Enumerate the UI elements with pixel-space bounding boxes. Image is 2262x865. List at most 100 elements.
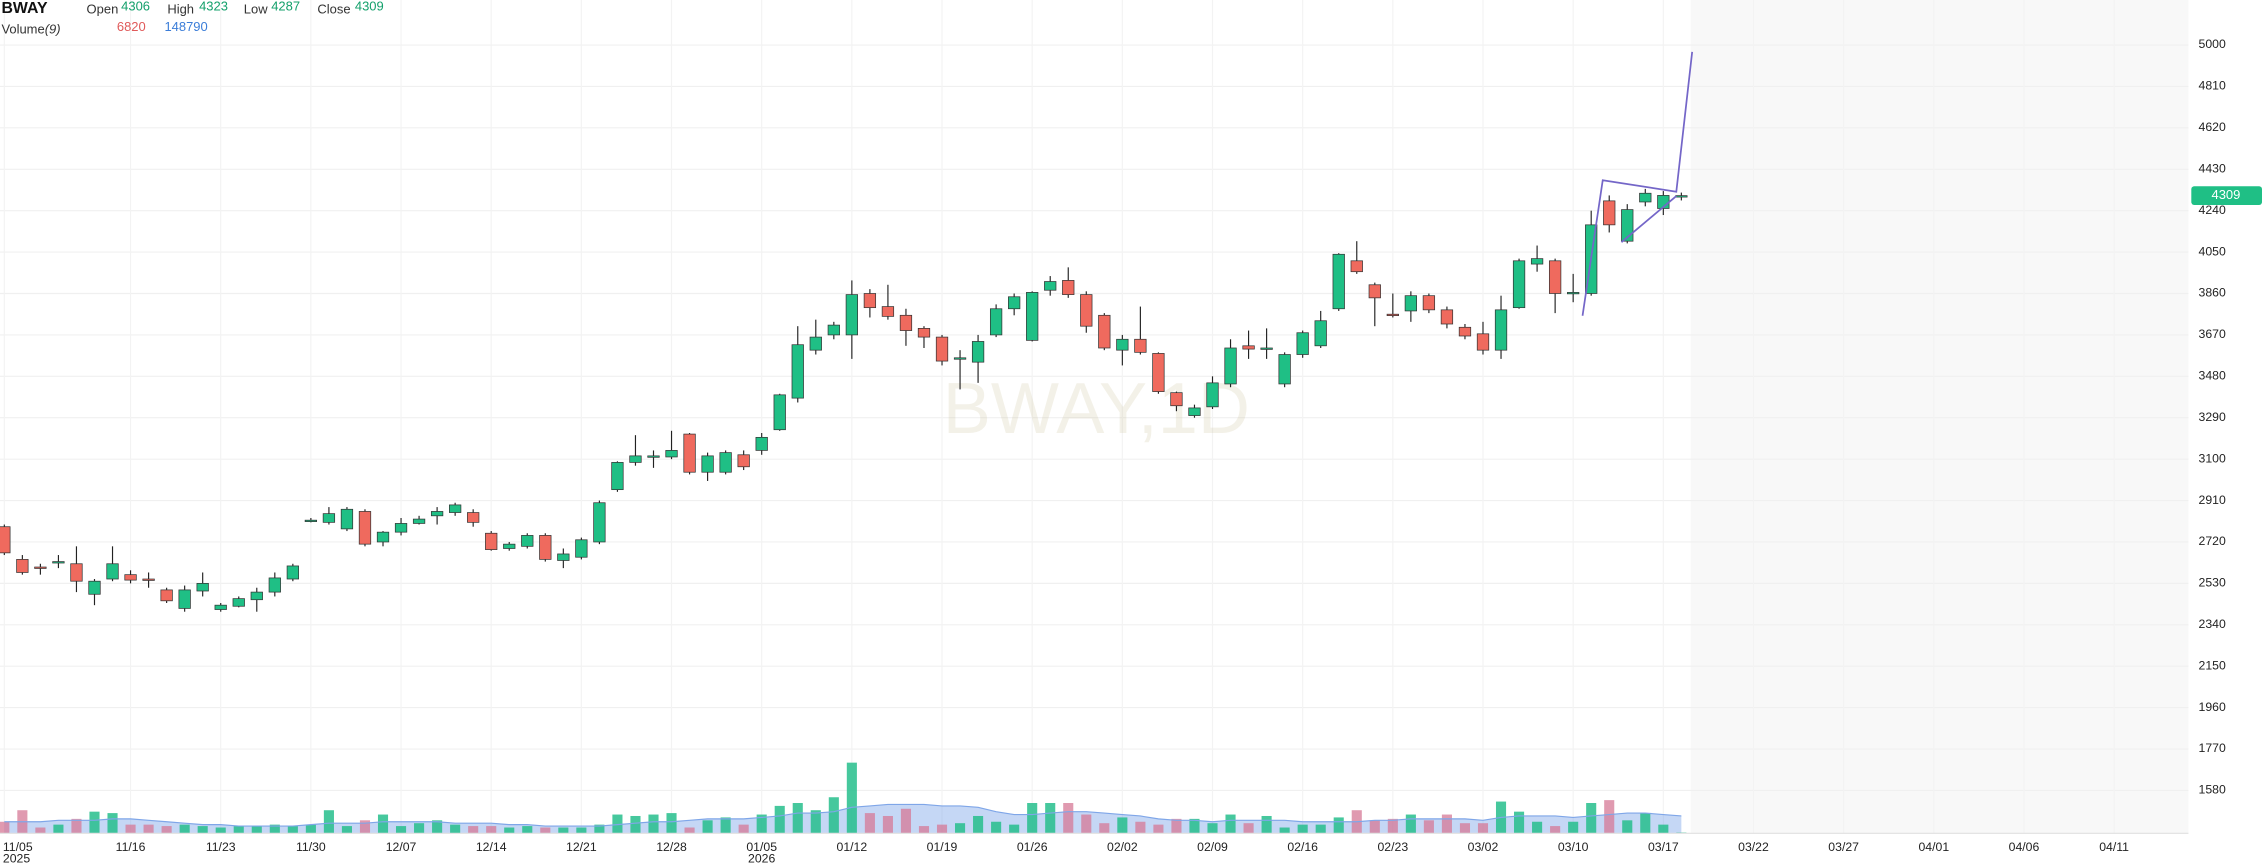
y-tick-label: 4810	[2199, 79, 2226, 93]
x-tick-label: 11/05	[3, 840, 33, 854]
volume-bar	[1568, 821, 1579, 834]
volume-bar	[1135, 821, 1146, 834]
x-tick-label: 12/07	[386, 840, 417, 854]
volume-bar	[269, 824, 280, 834]
y-tick-label: 2720	[2199, 534, 2226, 548]
y-tick-label: 1770	[2199, 741, 2226, 755]
y-tick-label: 2150	[2199, 658, 2226, 672]
volume-bar	[143, 824, 154, 834]
y-tick-label: 2340	[2199, 617, 2226, 631]
candle-body	[917, 328, 931, 338]
x-tick-label: 01/05	[746, 840, 777, 854]
volume-bar	[1333, 817, 1344, 834]
x-tick-label: 03/17	[1648, 840, 1679, 854]
candle-body	[1548, 260, 1562, 294]
y-tick-label: 3670	[2199, 327, 2226, 341]
volume-bar	[1423, 820, 1434, 834]
candle-body	[1098, 314, 1111, 349]
volume-bar	[251, 826, 262, 834]
volume-bar	[1207, 823, 1218, 834]
volume-bar	[918, 826, 930, 834]
candle-body	[358, 511, 372, 545]
candle-body	[1476, 333, 1490, 351]
volume-pane	[0, 762, 1687, 834]
candles	[0, 188, 1688, 612]
candle-body	[1224, 347, 1237, 385]
volume-bar	[89, 811, 100, 834]
symbol: BWAY	[1, 0, 48, 17]
volume-bar	[955, 823, 966, 834]
volume-bar	[1261, 815, 1272, 834]
candle-body	[304, 519, 318, 522]
x-tick-label: 02/09	[1197, 840, 1228, 854]
candle-body	[881, 306, 895, 317]
candle-body	[683, 433, 696, 473]
candle-body	[1639, 192, 1652, 203]
candle-body	[593, 502, 606, 543]
candle-body	[1350, 260, 1363, 273]
volume-bar	[1081, 814, 1092, 834]
volume-bar	[359, 820, 371, 834]
x-tick-label: 03/27	[1828, 840, 1859, 854]
x-tick-label: 12/28	[656, 840, 687, 854]
volume-bar	[107, 813, 118, 834]
volume-bar	[323, 810, 334, 834]
candle-body	[250, 591, 263, 601]
volume-bar	[684, 827, 695, 834]
y-tick-label: 4430	[2199, 162, 2226, 176]
x-tick-label: 02/23	[1377, 840, 1408, 854]
candle-body	[142, 578, 155, 581]
candle-body	[268, 577, 281, 593]
header: BWAY Open 4306 High 4323 Low 4287 Close …	[1, 0, 383, 37]
volume-bar	[1315, 824, 1326, 834]
volume-bar	[1514, 811, 1525, 834]
x-tick-label: 03/02	[1468, 840, 1499, 854]
y-tick-label: 3100	[2199, 451, 2226, 465]
candle-body	[196, 583, 209, 592]
candle-body	[412, 518, 426, 524]
candle-body	[1404, 295, 1417, 312]
y-tick-label: 1960	[2199, 700, 2226, 714]
volume-bar	[1027, 803, 1038, 834]
candle-body	[737, 454, 750, 468]
x-tick-label: 12/14	[476, 840, 507, 854]
candle-body	[449, 504, 462, 513]
candle-body	[1512, 260, 1526, 309]
x-tick-label: 11/30	[296, 840, 326, 854]
volume-bar	[215, 827, 226, 834]
candle-body	[1440, 309, 1454, 325]
volume-bar	[504, 827, 515, 834]
volume-bar	[1225, 814, 1236, 834]
candle-body	[467, 512, 480, 523]
x-tick-label: 02/16	[1287, 840, 1318, 854]
candle-body	[1260, 347, 1273, 350]
candle-body	[1008, 296, 1021, 310]
candle-body	[1170, 392, 1183, 407]
volume-bar	[1009, 824, 1020, 834]
candle-body	[629, 455, 642, 463]
x-year-label: 2026	[748, 851, 775, 865]
volume-bar	[1243, 823, 1254, 834]
volume-bar	[35, 827, 46, 834]
grid	[0, 0, 2189, 834]
candle-body	[1675, 195, 1688, 198]
volume-bar	[1477, 823, 1489, 834]
volume-bar	[738, 824, 749, 834]
volume-bar	[1387, 818, 1398, 834]
volume-bar	[1297, 824, 1308, 834]
volume-bar	[305, 824, 316, 834]
volume-bar	[53, 824, 64, 834]
candle-body	[755, 436, 768, 451]
candle-body	[1621, 209, 1634, 242]
drawing-line	[1620, 195, 1677, 243]
volume-bar	[287, 826, 298, 834]
watermark: BWAY,1D	[943, 369, 1250, 449]
candle-body	[1422, 295, 1436, 311]
x-tick-label: 01/12	[837, 840, 868, 854]
candle-body	[1530, 258, 1544, 265]
volume-bar	[486, 826, 497, 834]
candle-body	[485, 532, 498, 550]
price-tag-label: 4309	[2212, 187, 2241, 202]
volume-bar	[612, 814, 623, 834]
volume-bar	[594, 824, 605, 834]
